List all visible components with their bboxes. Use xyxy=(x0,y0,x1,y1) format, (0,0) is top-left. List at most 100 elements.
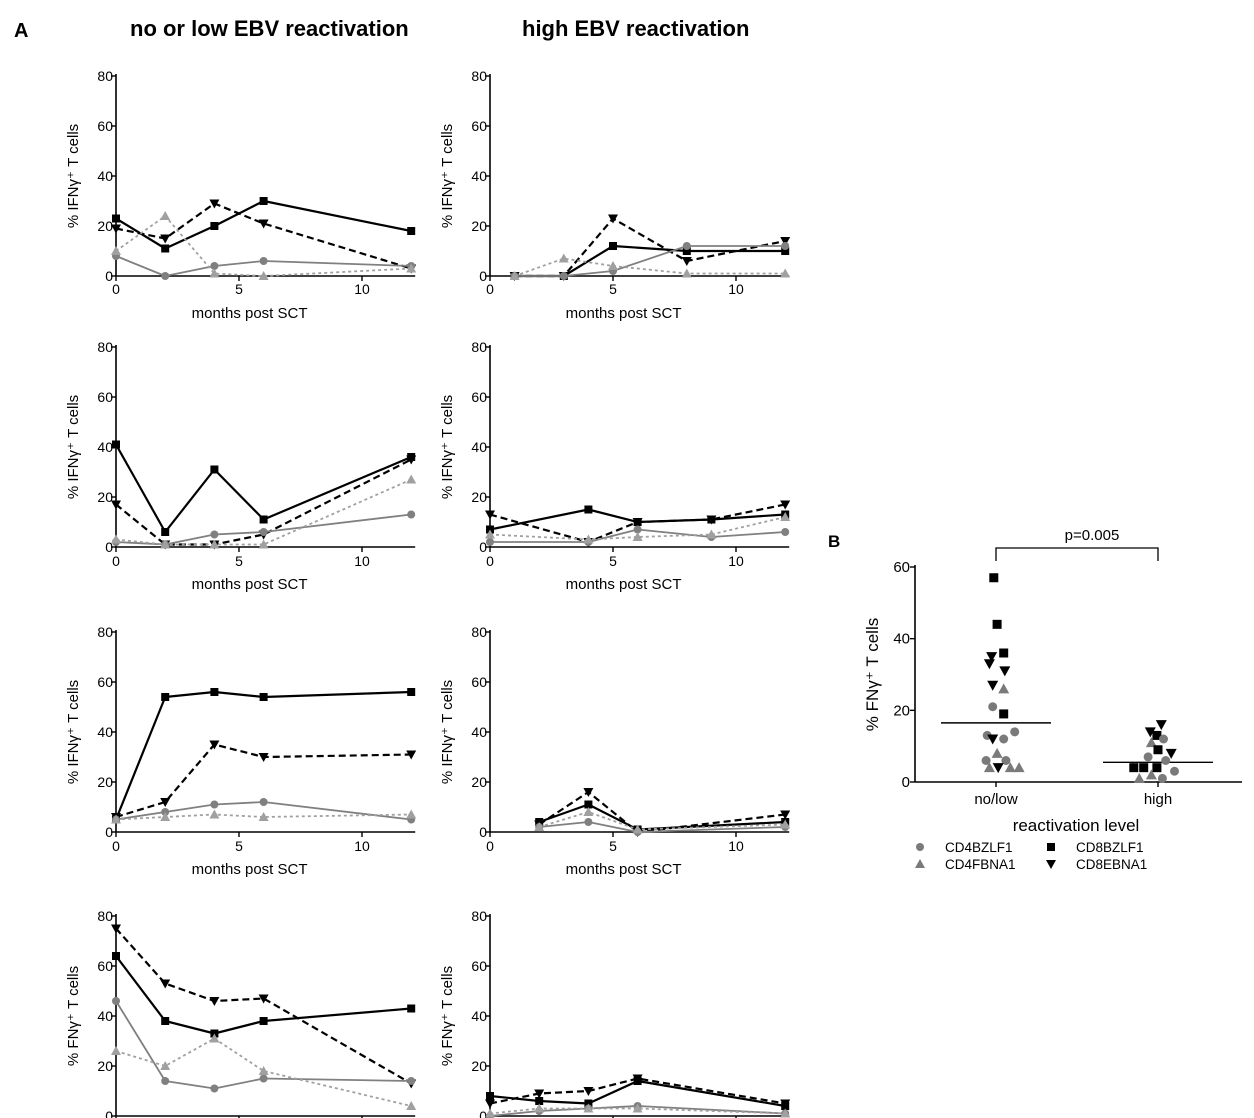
data-point xyxy=(781,247,790,255)
data-point xyxy=(259,257,268,265)
y-tick-label: 80 xyxy=(97,68,113,84)
line-chart-A-r1-c2: 0 20 40 60 80 0 5 10 months post SCT % IFNγ⁺ T ce… xyxy=(439,68,791,322)
x-tick-label: 5 xyxy=(609,281,617,297)
y-tick-label: 40 xyxy=(893,631,910,648)
y-tick-label: 0 xyxy=(479,539,487,555)
data-point xyxy=(632,518,643,527)
data-point xyxy=(682,242,691,250)
x-tick-label: 10 xyxy=(354,553,370,569)
data-point xyxy=(259,515,268,524)
data-point xyxy=(259,528,268,536)
y-tick-label: 80 xyxy=(471,68,487,84)
y-tick-label: 40 xyxy=(471,168,487,184)
legend-marker xyxy=(915,859,925,868)
data-point xyxy=(258,994,269,1004)
y-tick-label: 60 xyxy=(471,958,487,974)
data-point xyxy=(406,750,417,760)
y-tick-label: 20 xyxy=(471,489,487,505)
series-CD4EBNA1 xyxy=(534,807,791,834)
data-point xyxy=(632,1103,643,1113)
series-line xyxy=(115,1037,412,1107)
scatter-point xyxy=(1139,763,1149,773)
data-point xyxy=(161,244,170,253)
scatter-point xyxy=(1155,720,1167,731)
x-tick-label: 5 xyxy=(235,553,243,569)
y-tick-label: 40 xyxy=(471,1008,487,1024)
data-point xyxy=(209,539,220,549)
series-CD4EBNA1 xyxy=(485,512,791,544)
scatter-point xyxy=(1153,745,1163,755)
data-point xyxy=(210,465,219,474)
data-point xyxy=(161,272,170,280)
data-point xyxy=(486,1092,494,1100)
y-tick-label: 20 xyxy=(471,1058,487,1074)
y-axis-label: % IFNγ⁺ T cells xyxy=(439,124,456,228)
data-point xyxy=(485,510,495,520)
data-point xyxy=(633,525,642,534)
data-point xyxy=(632,1074,643,1084)
x-tick-label: 0 xyxy=(486,281,494,297)
data-point xyxy=(780,1108,791,1118)
y-axis-label: % IFNγ⁺ T cells xyxy=(439,680,456,784)
p-value-label: p=0.005 xyxy=(1065,527,1120,544)
data-point xyxy=(681,257,692,266)
y-tick-label: 60 xyxy=(97,118,113,134)
y-tick-label: 20 xyxy=(471,774,487,790)
data-point xyxy=(161,528,170,536)
series-CD4EBNA1 xyxy=(485,1103,791,1118)
y-axis-label: % FNγ⁺ T cells xyxy=(65,966,82,1066)
data-point xyxy=(160,234,171,244)
data-point xyxy=(780,819,791,829)
y-tick-label: 60 xyxy=(97,674,113,690)
data-point xyxy=(632,824,643,834)
data-point xyxy=(259,798,268,806)
scatter-point xyxy=(1004,762,1016,773)
data-point xyxy=(780,500,791,510)
data-point xyxy=(407,510,416,519)
x-axis-label: reactivation level xyxy=(1013,816,1140,835)
data-point xyxy=(209,809,220,819)
data-point xyxy=(584,505,593,514)
x-tick-label: 10 xyxy=(728,838,744,854)
series-line xyxy=(115,927,412,1085)
y-tick-label: 60 xyxy=(471,118,487,134)
data-point xyxy=(111,500,121,510)
data-point xyxy=(609,242,617,250)
scatter-point xyxy=(999,648,1009,658)
legend-label: CD8BZLF1 xyxy=(1076,840,1144,855)
series-line xyxy=(538,803,786,831)
data-point xyxy=(584,818,593,826)
data-point xyxy=(111,924,121,934)
scatter-point xyxy=(983,659,995,670)
series-CD8EBNA1 xyxy=(111,199,417,274)
data-point xyxy=(112,997,120,1005)
scatter-point xyxy=(999,734,1009,744)
data-point xyxy=(583,1087,594,1096)
data-point xyxy=(406,455,417,465)
scatter-point xyxy=(999,666,1011,677)
y-tick-label: 80 xyxy=(471,339,487,355)
column-title-low: no or low EBV reactivation xyxy=(130,16,409,41)
panel-b-label: B xyxy=(828,532,841,551)
data-point xyxy=(112,952,120,960)
data-point xyxy=(209,740,220,750)
series-CD4EBNA1 xyxy=(111,211,417,280)
data-point xyxy=(406,474,417,484)
data-point xyxy=(209,1033,220,1043)
data-point xyxy=(583,788,594,797)
data-point xyxy=(407,688,416,696)
scatter-point xyxy=(1013,762,1025,773)
y-tick-label: 0 xyxy=(479,1108,487,1118)
y-tick-label: 40 xyxy=(97,1008,113,1024)
x-axis-label: months post SCT xyxy=(566,305,682,322)
data-point xyxy=(259,1074,268,1083)
data-point xyxy=(160,539,171,549)
scatter-point xyxy=(987,734,999,745)
x-tick-label: 0 xyxy=(112,838,120,854)
data-point xyxy=(160,211,171,220)
scatter-point xyxy=(999,709,1009,719)
data-point xyxy=(258,271,269,280)
